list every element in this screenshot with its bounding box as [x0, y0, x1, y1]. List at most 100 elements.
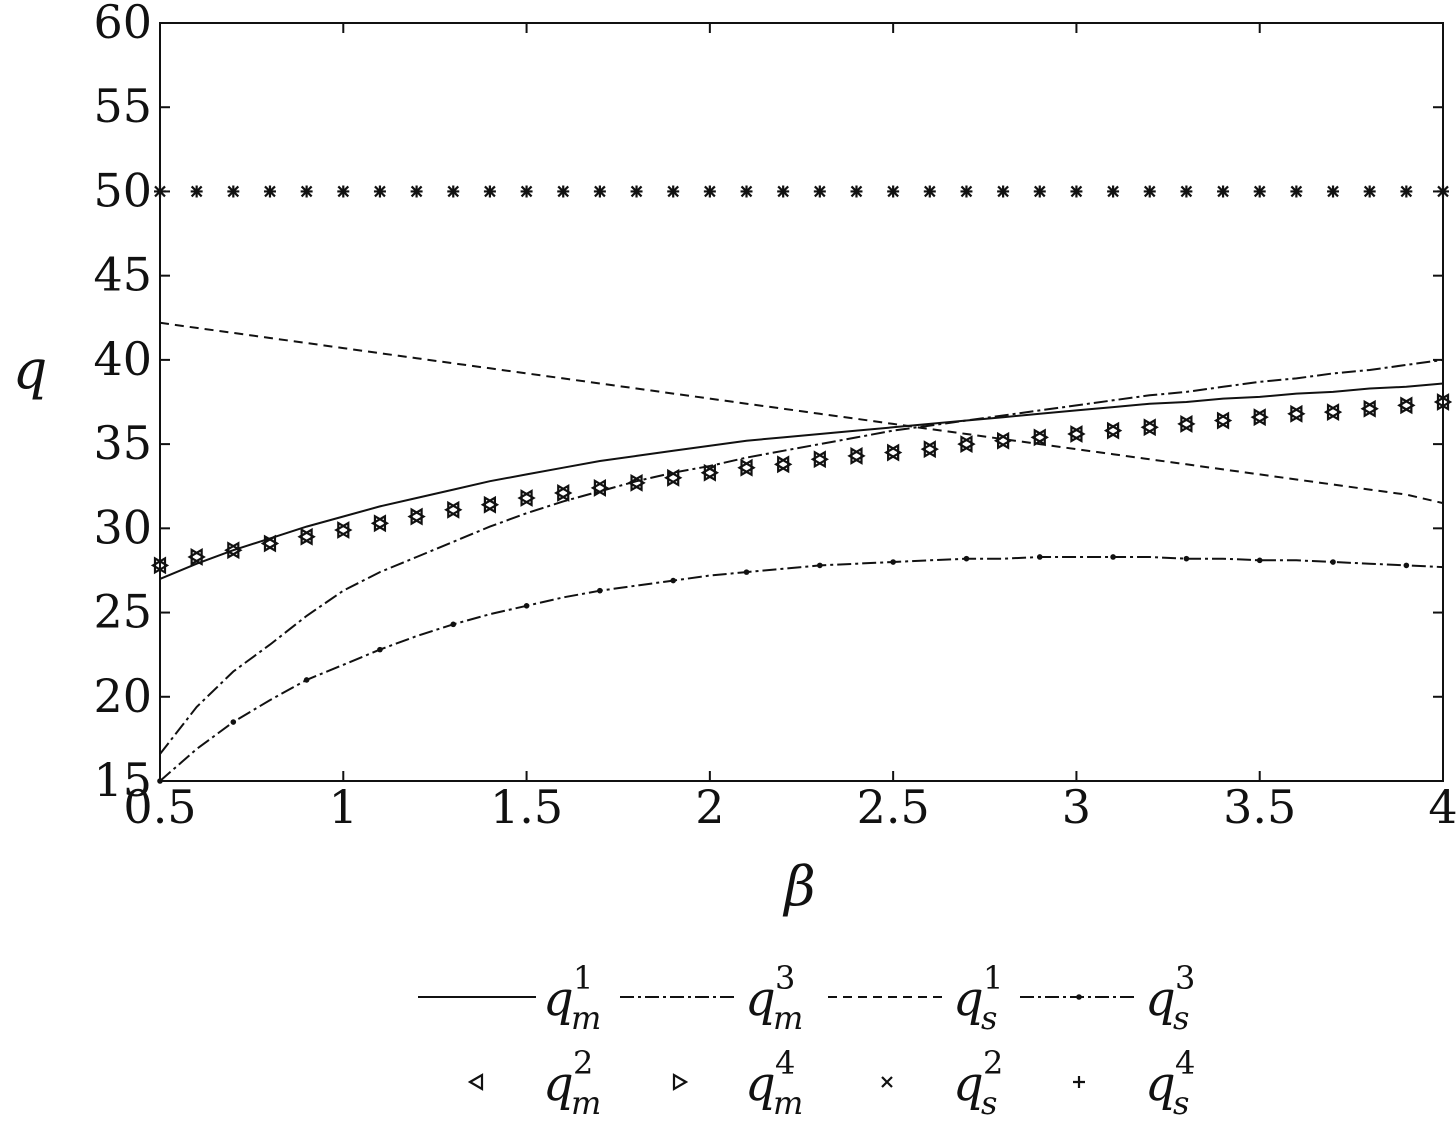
point-qm4: [190, 548, 206, 566]
point-qs4: [263, 185, 276, 198]
legend-item-qm3: q 3m: [620, 959, 803, 1037]
point-qm4: [410, 507, 426, 526]
point-qm4: [777, 455, 793, 474]
legend-marker: [467, 1073, 484, 1091]
legend-item-qs4: q 4s: [1073, 1044, 1195, 1122]
point-qm4: [630, 473, 646, 492]
point-qs4: [923, 185, 936, 198]
point-qs3: [1110, 554, 1116, 560]
point-qs4: [520, 185, 533, 198]
legend-subscript: s: [1173, 1084, 1189, 1122]
point-qs4: [373, 185, 386, 198]
legend-symbol: q: [745, 971, 776, 1027]
point-qm4: [923, 440, 939, 459]
legend-item-qs2: q 2s: [881, 1044, 1003, 1122]
point-qm4: [520, 489, 536, 507]
point-qs4: [1070, 185, 1083, 198]
point-qs4: [997, 185, 1010, 198]
point-qm4: [1106, 421, 1123, 440]
point-qs4: [667, 185, 680, 198]
point-qm4: [337, 521, 353, 539]
legend-subscript: s: [981, 1084, 997, 1122]
point-qs4: [1400, 185, 1413, 198]
legend-subscript: s: [1173, 999, 1189, 1037]
point-qs3: [377, 646, 383, 653]
point-qs3: [963, 555, 970, 562]
point-qs4: [300, 185, 313, 198]
point-qs3: [743, 569, 750, 575]
legend-superscript: 2: [983, 1044, 1003, 1082]
series-layer: [159, 321, 1444, 782]
point-qm4: [153, 556, 170, 575]
legend-superscript: 4: [1175, 1044, 1195, 1082]
legend-item-qm4: q 4m: [672, 1044, 803, 1122]
x-tick-label: 2: [695, 780, 724, 834]
point-qs3: [1330, 559, 1336, 565]
point-qm4: [997, 431, 1013, 450]
point-qs4: [630, 185, 643, 198]
point-qs3: [303, 677, 310, 683]
legend-marker: [1073, 1076, 1085, 1088]
point-qm4: [300, 527, 316, 546]
legend-subscript: m: [773, 1084, 803, 1122]
point-qs4: [1217, 185, 1230, 198]
point-qm4: [263, 534, 280, 553]
point-qs4: [813, 185, 826, 198]
point-qs4: [410, 185, 423, 198]
point-qm4: [373, 514, 390, 533]
point-qs4: [1180, 185, 1193, 198]
y-tick-label: 45: [93, 248, 152, 302]
point-qm4: [813, 450, 830, 469]
y-tick-label: 60: [93, 0, 152, 49]
point-qs3: [230, 719, 237, 725]
legend-subscript: m: [571, 1084, 601, 1122]
series-line-qm3: [159, 358, 1444, 755]
point-qs4: [850, 185, 863, 198]
legend-marker: [672, 1073, 689, 1091]
point-qs4: [1363, 185, 1376, 198]
point-qm4: [1143, 418, 1159, 437]
point-qs3: [1036, 554, 1043, 560]
x-tick-label: 4: [1428, 780, 1456, 834]
y-axis-label: q: [13, 338, 48, 401]
legend-symbol: q: [1145, 1056, 1176, 1112]
point-qm4: [593, 478, 610, 497]
legend-item-qm1: q 1m: [418, 959, 601, 1037]
y-axis: 15 20 25 30 35 40 45 50 55 60: [93, 0, 1443, 807]
point-qs4: [337, 185, 350, 198]
point-qs4: [227, 185, 240, 198]
x-tick-label: 1.5: [490, 780, 563, 834]
point-qm4: [1326, 403, 1343, 422]
legend-symbol: q: [745, 1056, 776, 1112]
point-qs4: [483, 185, 496, 198]
point-qs3: [670, 577, 676, 584]
legend-superscript: 4: [775, 1044, 795, 1082]
series-line-qs1: [159, 321, 1444, 505]
legend-symbol: q: [1145, 971, 1176, 1027]
legend-marker: [1076, 994, 1082, 1000]
point-qm4: [1033, 428, 1049, 447]
point-qs4: [887, 185, 900, 198]
legend-item-qs3: q 3s: [1020, 959, 1195, 1037]
legend-superscript: 1: [573, 959, 593, 997]
y-tick-label: 15: [93, 753, 152, 807]
legend-superscript: 3: [775, 959, 795, 997]
point-qm4: [850, 446, 866, 465]
point-qs4: [1327, 185, 1340, 198]
legend-symbol: q: [543, 971, 574, 1027]
point-qm4: [1070, 425, 1086, 443]
point-qs4: [447, 185, 460, 198]
point-qs3: [523, 603, 530, 609]
point-qs4: [557, 185, 570, 198]
point-qm4: [1436, 393, 1453, 411]
series-line-qs3: [159, 556, 1444, 782]
point-qs4: [1033, 185, 1046, 198]
point-qm4: [447, 500, 463, 519]
y-tick-label: 50: [93, 163, 152, 217]
legend-superscript: 2: [573, 1044, 593, 1082]
point-qs3: [817, 562, 823, 569]
point-qm4: [703, 463, 720, 482]
point-qs4: [703, 185, 716, 198]
y-tick-label: 25: [93, 585, 152, 639]
